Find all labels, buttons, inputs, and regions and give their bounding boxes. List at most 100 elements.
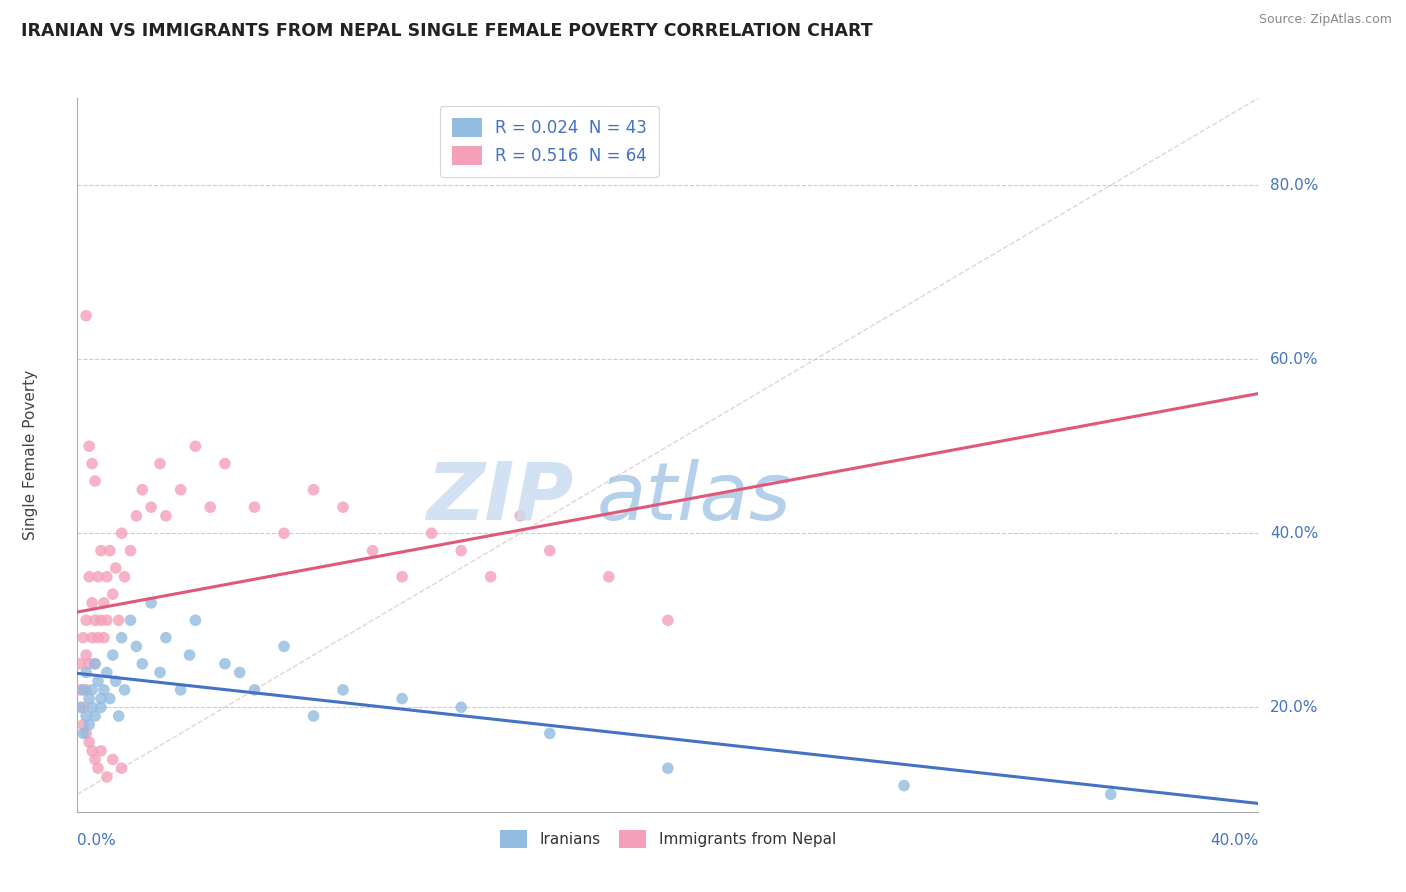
Point	[90, 744, 112, 758]
Point	[107, 613, 129, 627]
Point	[82, 700, 104, 714]
Point	[111, 761, 132, 775]
Point	[131, 657, 153, 671]
Point	[72, 682, 94, 697]
Point	[84, 657, 107, 671]
Point	[125, 508, 148, 523]
Point	[101, 587, 124, 601]
Point	[149, 665, 172, 680]
Point	[141, 596, 163, 610]
Point	[538, 726, 561, 740]
Point	[77, 439, 100, 453]
Text: 40.0%: 40.0%	[1270, 525, 1319, 541]
Text: 60.0%: 60.0%	[1270, 351, 1319, 367]
Point	[69, 657, 91, 671]
Point	[69, 682, 91, 697]
Point	[75, 709, 97, 723]
Point	[84, 474, 107, 488]
Point	[120, 613, 142, 627]
Point	[361, 543, 384, 558]
Point	[120, 543, 142, 558]
Point	[77, 691, 100, 706]
Point	[75, 613, 97, 627]
Point	[200, 500, 222, 515]
Point	[479, 570, 502, 584]
Point	[96, 665, 118, 680]
Point	[93, 596, 115, 610]
Point	[155, 508, 177, 523]
Point	[72, 700, 94, 714]
Point	[96, 570, 118, 584]
Point	[273, 640, 295, 654]
Point	[82, 682, 104, 697]
Point	[72, 726, 94, 740]
Point	[96, 770, 118, 784]
Point	[101, 648, 124, 662]
Point	[111, 526, 132, 541]
Point	[657, 761, 679, 775]
Point	[450, 543, 472, 558]
Point	[93, 682, 115, 697]
Point	[450, 700, 472, 714]
Point	[98, 543, 121, 558]
Point	[214, 457, 236, 471]
Point	[131, 483, 153, 497]
Point	[69, 700, 91, 714]
Point	[82, 596, 104, 610]
Point	[104, 674, 127, 689]
Point	[243, 500, 266, 515]
Point	[391, 570, 413, 584]
Point	[82, 457, 104, 471]
Point	[90, 613, 112, 627]
Point	[107, 709, 129, 723]
Point	[96, 613, 118, 627]
Point	[93, 631, 115, 645]
Point	[72, 631, 94, 645]
Point	[141, 500, 163, 515]
Point	[75, 309, 97, 323]
Text: Single Female Poverty: Single Female Poverty	[22, 370, 38, 540]
Text: ZIP: ZIP	[426, 458, 574, 537]
Point	[893, 779, 915, 793]
Point	[302, 483, 325, 497]
Point	[214, 657, 236, 671]
Point	[84, 657, 107, 671]
Point	[82, 631, 104, 645]
Point	[332, 500, 354, 515]
Point	[114, 570, 136, 584]
Point	[104, 561, 127, 575]
Point	[170, 682, 193, 697]
Point	[149, 457, 172, 471]
Point	[84, 752, 107, 766]
Text: 40.0%: 40.0%	[1211, 833, 1258, 848]
Text: Source: ZipAtlas.com: Source: ZipAtlas.com	[1258, 13, 1392, 27]
Legend: Iranians, Immigrants from Nepal: Iranians, Immigrants from Nepal	[494, 824, 842, 854]
Point	[302, 709, 325, 723]
Point	[87, 631, 110, 645]
Point	[101, 752, 124, 766]
Point	[87, 570, 110, 584]
Point	[598, 570, 620, 584]
Point	[77, 570, 100, 584]
Point	[111, 631, 132, 645]
Point	[179, 648, 201, 662]
Point	[77, 735, 100, 749]
Point	[82, 744, 104, 758]
Point	[332, 682, 354, 697]
Point	[87, 761, 110, 775]
Point	[228, 665, 252, 680]
Point	[72, 717, 94, 731]
Point	[243, 682, 266, 697]
Point	[90, 700, 112, 714]
Text: 0.0%: 0.0%	[77, 833, 117, 848]
Point	[98, 691, 121, 706]
Point	[114, 682, 136, 697]
Point	[391, 691, 413, 706]
Point	[75, 682, 97, 697]
Text: IRANIAN VS IMMIGRANTS FROM NEPAL SINGLE FEMALE POVERTY CORRELATION CHART: IRANIAN VS IMMIGRANTS FROM NEPAL SINGLE …	[21, 22, 873, 40]
Point	[509, 508, 531, 523]
Point	[75, 665, 97, 680]
Point	[184, 439, 207, 453]
Text: 20.0%: 20.0%	[1270, 700, 1319, 714]
Point	[75, 648, 97, 662]
